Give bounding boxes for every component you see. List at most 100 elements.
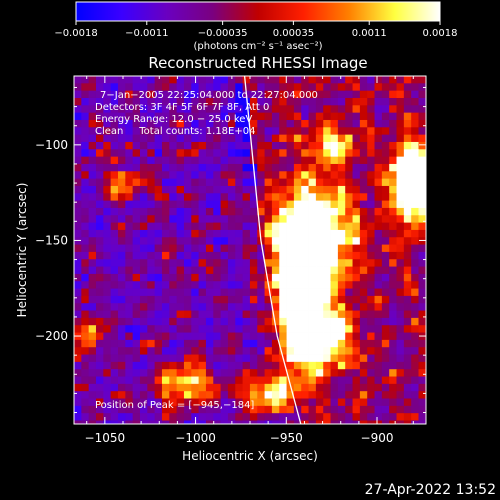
heatmap-cell <box>169 222 178 231</box>
heatmap-cell <box>227 303 236 311</box>
heatmap-cell <box>242 193 251 202</box>
heatmap-cell <box>345 339 353 348</box>
heatmap-cell <box>271 361 280 370</box>
heatmap-cell <box>396 237 405 245</box>
heatmap-cell <box>235 361 243 370</box>
heatmap-cell <box>286 156 295 165</box>
heatmap-cell <box>161 369 170 377</box>
heatmap-cell <box>337 76 346 84</box>
heatmap-cell <box>425 391 426 399</box>
heatmap-cell <box>205 354 214 363</box>
heatmap-cell <box>425 266 426 275</box>
heatmap-cell <box>359 97 368 106</box>
heatmap-cell <box>308 105 317 114</box>
heatmap-cell <box>323 354 331 363</box>
heatmap-cell <box>205 420 214 424</box>
heatmap-cell <box>117 163 126 172</box>
heatmap-cell <box>235 383 243 392</box>
heatmap-cell <box>235 215 243 223</box>
heatmap-cell <box>301 83 309 92</box>
heatmap-cell <box>337 141 346 150</box>
heatmap-cell <box>191 354 200 363</box>
heatmap-cell <box>345 83 353 92</box>
heatmap-cell <box>337 229 346 238</box>
heatmap-cell <box>286 149 295 158</box>
heatmap-cell <box>227 83 236 92</box>
heatmap-cell <box>418 273 426 282</box>
heatmap-cell <box>257 222 265 231</box>
heatmap-cell <box>323 413 331 421</box>
heatmap-cell <box>88 369 97 377</box>
heatmap-cell <box>374 193 383 202</box>
heatmap-cell <box>271 207 280 216</box>
heatmap-cell <box>125 310 134 319</box>
heatmap-cell <box>330 222 339 231</box>
heatmap-cell <box>139 325 148 333</box>
heatmap-cell <box>74 391 82 399</box>
heatmap-cell <box>330 391 339 399</box>
heatmap-cell <box>213 405 221 414</box>
heatmap-cell <box>235 76 243 84</box>
heatmap-cell <box>95 325 104 333</box>
heatmap-cell <box>293 273 302 282</box>
heatmap-cell <box>337 171 346 180</box>
heatmap-cell <box>169 420 178 424</box>
heatmap-cell <box>381 163 390 172</box>
y-tick-label: −150 <box>35 233 68 247</box>
heatmap-cell <box>213 149 221 158</box>
heatmap-cell <box>183 383 192 392</box>
colorbar-tick-label: 0.00035 <box>273 28 314 39</box>
heatmap-cell <box>286 193 295 202</box>
heatmap-cell <box>242 303 251 311</box>
heatmap-cell <box>315 141 324 150</box>
heatmap-cell <box>323 229 331 238</box>
heatmap-cell <box>139 141 148 150</box>
heatmap-cell <box>271 339 280 348</box>
heatmap-cell <box>117 134 126 143</box>
heatmap-cell <box>411 347 419 355</box>
heatmap-cell <box>227 413 236 421</box>
heatmap-cell <box>242 112 251 121</box>
heatmap-cell <box>88 119 97 128</box>
heatmap-cell <box>308 229 317 238</box>
heatmap-cell <box>374 339 383 348</box>
heatmap-cell <box>95 193 104 202</box>
heatmap-cell <box>169 171 178 180</box>
heatmap-cell <box>183 76 192 84</box>
heatmap-cell <box>169 149 178 158</box>
heatmap-cell <box>330 112 339 121</box>
heatmap-cell <box>264 178 273 187</box>
heatmap-cell <box>323 339 331 348</box>
heatmap-cell <box>235 281 243 289</box>
heatmap-cell <box>264 207 273 216</box>
heatmap-cell <box>205 317 214 326</box>
heatmap-cell <box>381 237 390 245</box>
heatmap-cell <box>315 178 324 187</box>
heatmap-cell <box>315 134 324 143</box>
heatmap-cell <box>132 420 141 424</box>
heatmap-cell <box>257 112 265 121</box>
heatmap-cell <box>74 281 82 289</box>
heatmap-cell <box>323 171 331 180</box>
heatmap-cell <box>389 332 397 341</box>
heatmap-cell <box>169 156 178 165</box>
heatmap-cell <box>308 295 317 304</box>
heatmap-cell <box>147 171 156 180</box>
heatmap-cell <box>220 112 229 121</box>
heatmap-cell <box>147 185 156 194</box>
heatmap-cell <box>139 200 148 209</box>
colorbar <box>75 1 441 22</box>
heatmap-cell <box>293 156 302 165</box>
heatmap-cell <box>396 112 405 121</box>
heatmap-cell <box>198 325 207 333</box>
heatmap-cell <box>227 215 236 223</box>
heatmap-cell <box>257 229 265 238</box>
heatmap-cell <box>271 347 280 355</box>
heatmap-cell <box>411 119 419 128</box>
heatmap-cell <box>81 193 90 202</box>
heatmap-cell <box>308 376 317 385</box>
heatmap-cell <box>301 325 309 333</box>
heatmap-cell <box>301 222 309 231</box>
heatmap-cell <box>323 281 331 289</box>
heatmap-cell <box>213 273 221 282</box>
